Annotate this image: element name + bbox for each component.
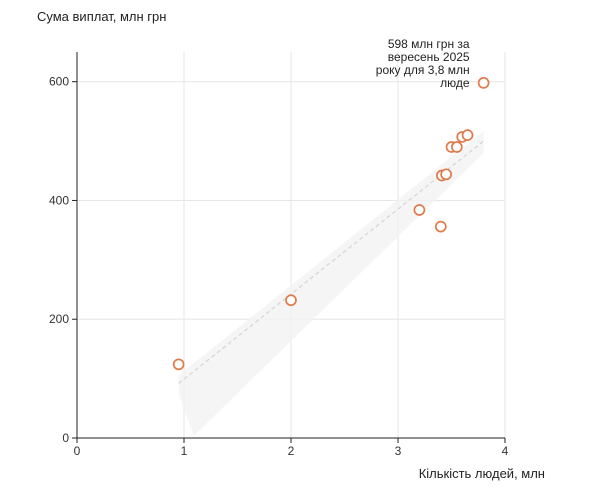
x-tick-label: 4: [502, 444, 509, 458]
grid-layer: [77, 52, 506, 438]
annotation-line: вересень 2025: [388, 50, 470, 64]
data-point[interactable]: [172, 358, 185, 371]
y-tick-label: 0: [62, 431, 69, 445]
y-axis-title: Сума виплат, млн грн: [37, 9, 166, 24]
confidence-band-layer: [178, 131, 484, 437]
trend-line: [178, 140, 484, 384]
y-tick-label: 200: [49, 312, 69, 326]
data-point[interactable]: [434, 220, 447, 233]
data-point[interactable]: [440, 168, 452, 181]
data-points-layer: [172, 77, 490, 371]
annotation-line: 598 млн грн за: [388, 37, 470, 51]
annotation-line: люде: [440, 76, 470, 90]
y-tick-label: 400: [49, 193, 69, 207]
y-tick-label: 600: [49, 75, 69, 89]
annotation-line: року для 3,8 млн: [376, 63, 470, 77]
axis-layer: 0 1 2 3 4 0 200 400 600: [49, 52, 509, 458]
data-point[interactable]: [461, 129, 474, 141]
x-tick-label: 2: [288, 444, 295, 458]
data-point[interactable]: [413, 204, 426, 216]
data-point[interactable]: [451, 141, 463, 153]
x-axis-title: Кількість людей, млн: [419, 466, 545, 481]
x-tick-label: 1: [181, 444, 188, 458]
trend-line-layer: [178, 140, 484, 384]
x-tick-label: 3: [395, 444, 402, 458]
data-point[interactable]: [477, 77, 490, 89]
data-point[interactable]: [285, 294, 297, 307]
confidence-band: [178, 131, 484, 437]
x-tick-label: 0: [74, 444, 81, 458]
